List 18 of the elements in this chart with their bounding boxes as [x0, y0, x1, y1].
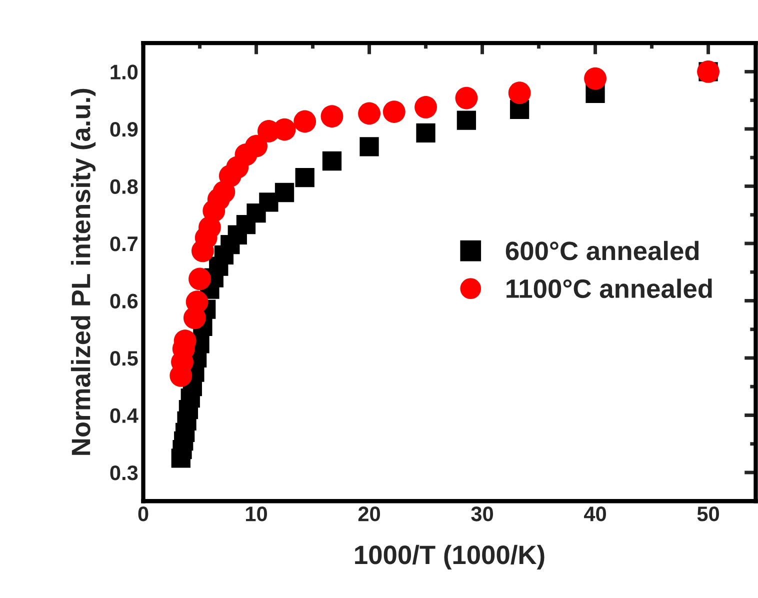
y-tick-label: 0.3 — [110, 465, 138, 480]
x-tick-label: 40 — [584, 506, 606, 522]
y-tick-label: 0.5 — [110, 350, 138, 366]
x-tick-label: 30 — [471, 506, 493, 522]
x-tick-label: 10 — [246, 506, 267, 522]
y-tick-label: 0.7 — [110, 236, 138, 252]
x-axis-title: 1000/T (1000/K) — [355, 544, 544, 570]
x-tick-label: 20 — [358, 506, 380, 522]
legend-label: 600°C annealed — [506, 240, 699, 260]
legend-label: 1100°C annealed — [506, 278, 712, 298]
y-tick-label: 1.0 — [110, 64, 138, 80]
x-tick-label: 50 — [697, 506, 719, 522]
y-tick-label: 0.4 — [110, 408, 138, 423]
y-tick-label: 0.6 — [110, 294, 138, 308]
y-axis-title: Normalized PL intensity (a.u.) — [70, 88, 96, 455]
x-tick-label: 0 — [138, 506, 148, 522]
y-tick-label: 0.8 — [110, 179, 138, 194]
y-tick-label: 0.9 — [110, 122, 138, 137]
